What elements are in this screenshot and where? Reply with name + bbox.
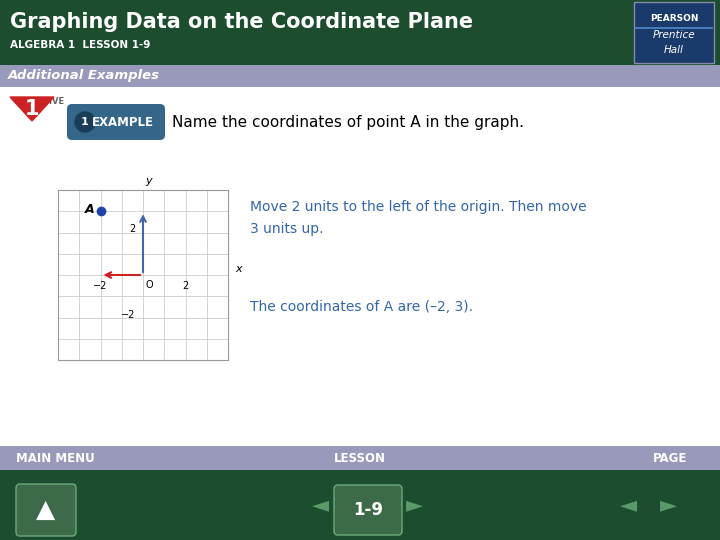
FancyBboxPatch shape xyxy=(634,2,714,63)
Text: A: A xyxy=(84,202,94,215)
FancyBboxPatch shape xyxy=(0,65,720,87)
Text: ◄: ◄ xyxy=(619,495,636,515)
FancyBboxPatch shape xyxy=(67,104,165,140)
Text: MAIN MENU: MAIN MENU xyxy=(16,451,94,464)
Text: 1-9: 1-9 xyxy=(353,501,383,519)
Text: 3 units up.: 3 units up. xyxy=(250,222,323,236)
Text: O: O xyxy=(145,280,153,289)
Text: ▲: ▲ xyxy=(37,498,55,522)
Text: EXAMPLE: EXAMPLE xyxy=(92,116,154,129)
FancyBboxPatch shape xyxy=(0,446,720,470)
Text: Hall: Hall xyxy=(664,45,684,55)
Text: Name the coordinates of point A in the graph.: Name the coordinates of point A in the g… xyxy=(172,114,524,130)
FancyBboxPatch shape xyxy=(0,470,720,540)
Polygon shape xyxy=(10,97,54,121)
Text: 2: 2 xyxy=(130,225,135,234)
Text: ►: ► xyxy=(660,495,677,515)
Text: LESSON: LESSON xyxy=(334,451,386,464)
Text: 1: 1 xyxy=(81,117,89,127)
FancyBboxPatch shape xyxy=(16,484,76,536)
Text: Prentice: Prentice xyxy=(653,30,696,40)
Text: OBJECTIVE: OBJECTIVE xyxy=(16,97,65,106)
Text: x: x xyxy=(235,264,242,274)
Text: Additional Examples: Additional Examples xyxy=(8,70,160,83)
Text: PEARSON: PEARSON xyxy=(649,14,698,23)
Text: Graphing Data on the Coordinate Plane: Graphing Data on the Coordinate Plane xyxy=(10,12,473,32)
Text: ►: ► xyxy=(406,495,423,515)
Text: Move 2 units to the left of the origin. Then move: Move 2 units to the left of the origin. … xyxy=(250,200,587,214)
Text: −2: −2 xyxy=(94,281,108,291)
Text: ALGEBRA 1  LESSON 1-9: ALGEBRA 1 LESSON 1-9 xyxy=(10,40,150,50)
Text: PAGE: PAGE xyxy=(653,451,687,464)
Text: 2: 2 xyxy=(182,281,189,291)
Text: y: y xyxy=(145,177,152,186)
Text: −2: −2 xyxy=(121,309,135,320)
Circle shape xyxy=(75,112,95,132)
Text: 1: 1 xyxy=(24,99,40,119)
FancyBboxPatch shape xyxy=(0,0,720,65)
FancyBboxPatch shape xyxy=(334,485,402,535)
Text: The coordinates of A are (–2, 3).: The coordinates of A are (–2, 3). xyxy=(250,300,473,314)
Text: ◄: ◄ xyxy=(312,495,328,515)
